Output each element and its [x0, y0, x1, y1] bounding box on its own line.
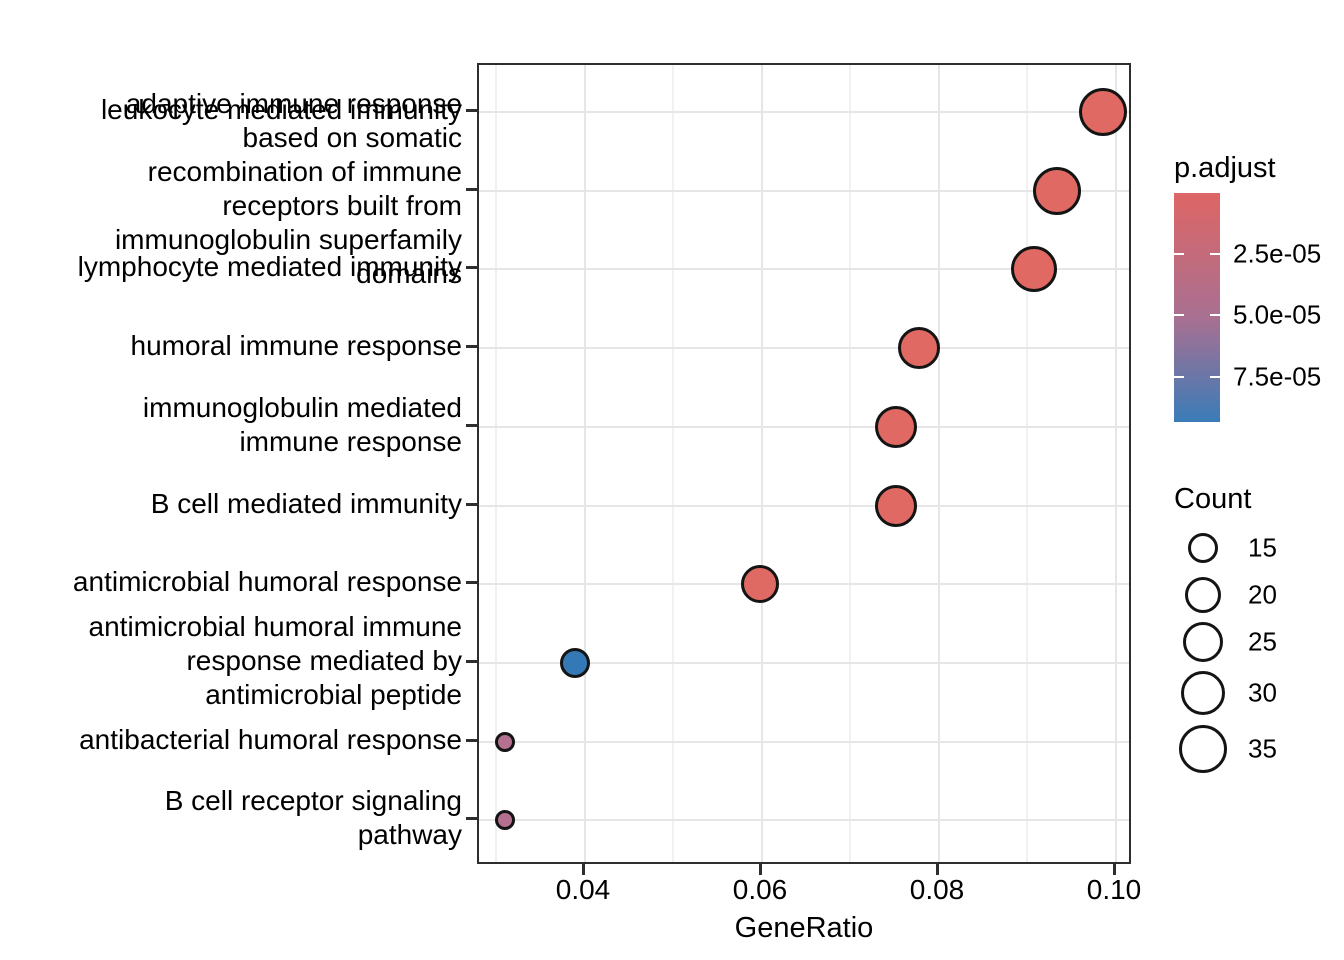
color-legend-title: p.adjust	[1174, 152, 1276, 184]
colorbar-tick	[1210, 253, 1220, 255]
y-axis-tick	[466, 424, 477, 427]
y-axis-label: adaptive immune response based on somati…	[114, 88, 462, 289]
colorbar-tick	[1174, 253, 1184, 255]
x-axis-tick	[936, 864, 939, 875]
colorbar-tick	[1210, 376, 1220, 378]
y-axis-label: antibacterial humoral response	[79, 724, 462, 755]
count-legend-circle	[1181, 671, 1225, 715]
count-legend-label: 25	[1248, 626, 1277, 657]
count-legend-label: 30	[1248, 677, 1277, 708]
h-gridline-major	[479, 347, 1129, 349]
colorbar-tick-label: 5.0e-05	[1233, 299, 1322, 330]
x-axis-tick-label: 0.04	[555, 874, 611, 905]
count-legend-label: 20	[1248, 579, 1277, 610]
y-axis-label: B cell mediated immunity	[150, 488, 462, 519]
x-axis-tick-label: 0.08	[909, 874, 965, 905]
data-point	[898, 327, 940, 369]
x-axis-tick	[759, 864, 762, 875]
v-gridline-major	[938, 65, 940, 862]
colorbar-tick-label: 7.5e-05	[1233, 361, 1322, 392]
h-gridline-major	[479, 426, 1129, 428]
count-legend-circle	[1179, 725, 1227, 773]
count-legend-circle	[1188, 533, 1218, 563]
data-point	[1033, 167, 1081, 215]
h-gridline-major	[479, 741, 1129, 743]
h-gridline-major	[479, 819, 1129, 821]
v-gridline-minor	[672, 65, 674, 862]
y-axis-tick	[466, 660, 477, 663]
h-gridline-major	[479, 190, 1129, 192]
count-legend-label: 15	[1248, 532, 1277, 563]
h-gridline-major	[479, 111, 1129, 113]
data-point	[560, 648, 590, 678]
v-gridline-major	[761, 65, 763, 862]
v-gridline-major	[1115, 65, 1117, 862]
x-axis-tick-label: 0.06	[732, 874, 788, 905]
data-point	[875, 406, 917, 448]
y-axis-tick	[466, 817, 477, 820]
y-axis-label: leukocyte mediated immunity	[100, 94, 462, 125]
colorbar-tick	[1210, 314, 1220, 316]
y-axis-label: immunoglobulin mediated immune response	[142, 392, 462, 457]
colorbar-tick	[1174, 314, 1184, 316]
data-point	[875, 485, 917, 527]
data-point	[741, 565, 779, 603]
y-axis-label: antimicrobial humoral immune response me…	[88, 611, 462, 710]
plot-panel	[477, 63, 1131, 864]
count-legend-circle	[1185, 577, 1221, 613]
y-axis-label: lymphocyte mediated immunity	[77, 251, 462, 282]
colorbar-tick-label: 2.5e-05	[1233, 238, 1322, 269]
y-axis-tick	[466, 109, 477, 112]
v-gridline-minor	[849, 65, 851, 862]
x-axis-title: GeneRatio	[734, 912, 874, 944]
y-axis-tick	[466, 345, 477, 348]
count-legend-circle	[1183, 622, 1223, 662]
y-axis-tick	[466, 188, 477, 191]
x-axis-tick	[582, 864, 585, 875]
y-axis-label: antimicrobial humoral response	[72, 566, 462, 597]
h-gridline-major	[479, 505, 1129, 507]
x-axis-tick	[1113, 864, 1116, 875]
y-axis-tick	[466, 266, 477, 269]
y-axis-tick	[466, 581, 477, 584]
padjust-colorbar	[1174, 193, 1220, 422]
h-gridline-major	[479, 583, 1129, 585]
data-point	[495, 732, 515, 752]
size-legend-title: Count	[1174, 483, 1252, 515]
data-point	[495, 810, 515, 830]
data-point	[1079, 88, 1127, 136]
y-axis-tick	[466, 503, 477, 506]
h-gridline-major	[479, 268, 1129, 270]
data-point	[1011, 246, 1057, 292]
count-legend-label: 35	[1248, 733, 1277, 764]
v-gridline-major	[584, 65, 586, 862]
y-axis-label: B cell receptor signaling pathway	[164, 785, 462, 850]
h-gridline-major	[479, 662, 1129, 664]
v-gridline-minor	[1026, 65, 1028, 862]
y-axis-label: humoral immune response	[130, 330, 463, 361]
y-axis-tick	[466, 739, 477, 742]
x-axis-tick-label: 0.10	[1086, 874, 1142, 905]
v-gridline-minor	[495, 65, 497, 862]
colorbar-tick	[1174, 376, 1184, 378]
